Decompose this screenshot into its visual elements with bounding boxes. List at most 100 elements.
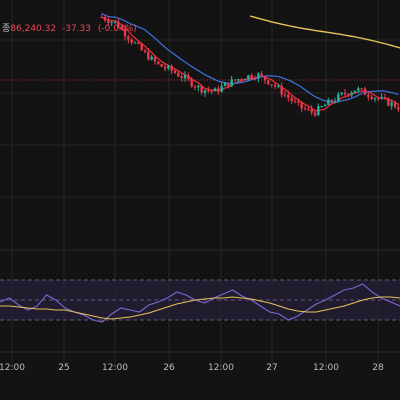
candle-body <box>200 85 203 93</box>
candle-body <box>347 94 350 96</box>
candle-body <box>360 88 363 90</box>
candle-body <box>123 29 127 37</box>
candle-body <box>350 92 353 96</box>
candle-body <box>223 82 227 87</box>
candle-body <box>343 92 347 95</box>
candle-body <box>337 94 340 101</box>
x-axis-tick-label: 12:00 <box>102 363 128 373</box>
candle-body <box>317 106 320 116</box>
candle-body <box>380 97 383 99</box>
candle-body <box>233 79 237 81</box>
candle-body <box>370 96 373 100</box>
candle-body <box>210 90 213 92</box>
candle-body <box>217 88 220 92</box>
candle-body <box>203 90 207 93</box>
x-axis-tick-label: 12:00 <box>313 363 339 373</box>
candle-body <box>220 86 223 92</box>
candle-body <box>100 17 103 18</box>
candle-body <box>327 99 330 106</box>
candle-body <box>177 72 180 77</box>
candle-body <box>107 20 110 23</box>
candle-body <box>117 21 120 28</box>
oscillator-pane <box>0 279 400 323</box>
close-prefix: 종 <box>2 24 11 34</box>
candle-body <box>297 101 300 103</box>
candle-body <box>270 84 273 86</box>
x-axis-tick-label: 28 <box>372 363 384 373</box>
candle-body <box>340 92 343 95</box>
candle-body <box>250 75 253 79</box>
candle-body <box>333 100 337 102</box>
candle-body <box>133 42 137 44</box>
candle-body <box>103 17 107 21</box>
candle-body <box>383 97 387 99</box>
candle-body <box>323 105 327 107</box>
moving-average-lines <box>101 12 400 112</box>
candle-body <box>313 112 317 116</box>
candle-body <box>187 75 190 79</box>
candle-body <box>110 21 113 23</box>
candle-body <box>387 98 390 106</box>
candle-body <box>240 79 243 81</box>
candle-body <box>260 73 263 76</box>
candle-body <box>120 27 123 30</box>
change-value: -37.33 <box>61 24 91 34</box>
candle-body <box>137 42 140 44</box>
candle-body <box>167 66 170 69</box>
candle-body <box>310 108 313 113</box>
oscillator-signal-line <box>0 296 400 320</box>
x-axis-tick-label: 12:00 <box>208 363 234 373</box>
candle-body <box>367 94 370 97</box>
candle-body <box>150 56 153 60</box>
candle-body <box>140 43 143 51</box>
grid-lines <box>0 0 400 368</box>
x-axis-tick-label: 25 <box>58 363 69 373</box>
candle-body <box>243 79 247 81</box>
candle-body <box>263 75 267 81</box>
candle-body <box>227 82 230 87</box>
candle-body <box>183 75 187 79</box>
candle-body <box>393 102 397 108</box>
x-axis-tick-label: 27 <box>266 363 277 373</box>
candle-body <box>363 88 367 95</box>
oscillator-line <box>0 283 400 323</box>
candle-body <box>230 79 233 87</box>
candle-body <box>397 107 400 110</box>
candle-body <box>197 85 200 88</box>
candle-body <box>290 97 293 102</box>
candle-body <box>153 56 157 62</box>
candle-body <box>283 94 287 96</box>
candle-body <box>163 66 167 69</box>
candle-body <box>300 102 303 109</box>
x-axis-tick-label: 12:00 <box>0 363 25 373</box>
candle-body <box>357 88 360 91</box>
candle-body <box>147 51 150 60</box>
candle-body <box>113 21 117 23</box>
ma-mid-line <box>101 12 399 103</box>
candle-body <box>213 88 217 92</box>
candle-body <box>190 78 193 87</box>
candle-body <box>157 61 160 64</box>
candle-body <box>143 50 147 52</box>
candle-body <box>130 39 133 43</box>
candle-body <box>160 63 163 67</box>
candle-body <box>303 108 307 110</box>
candle-body <box>273 84 277 87</box>
price-legend: 종86,240.32 -37.33 (-0.04%) <box>2 24 141 35</box>
candle-body <box>257 73 260 79</box>
candle-body <box>127 36 130 40</box>
candle-body <box>287 94 290 98</box>
candle-body <box>390 102 393 106</box>
candle-body <box>293 101 297 103</box>
candle-body <box>253 78 257 80</box>
candle-body <box>170 66 173 71</box>
candle-body <box>373 98 377 100</box>
candle-body <box>193 86 197 88</box>
candlesticks <box>100 14 400 118</box>
candle-body <box>180 76 183 79</box>
x-axis-tick-label: 26 <box>163 363 175 373</box>
candle-body <box>247 75 250 80</box>
x-axis: 12:00 25 12:00 26 12:00 27 12:00 28 <box>0 351 400 373</box>
candle-body <box>277 86 280 88</box>
